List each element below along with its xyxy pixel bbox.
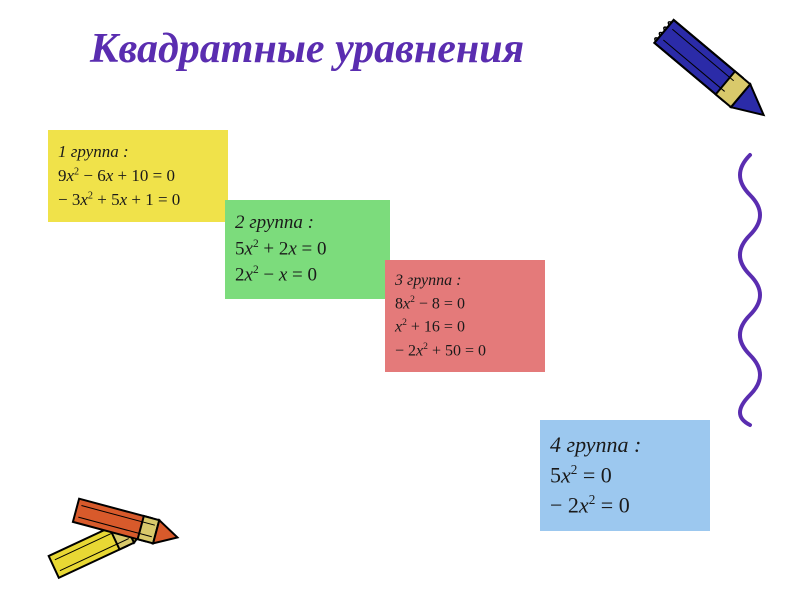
group-box-1: 1 группа : 9x2 − 6x + 10 = 0 − 3x2 + 5x … — [48, 130, 228, 222]
crayon-top-icon — [620, 0, 800, 140]
group-box-3: 3 группа : 8x2 − 8 = 0 x2 + 16 = 0 − 2x2… — [385, 260, 545, 372]
group-4-eq-1: 5x2 = 0 — [550, 462, 700, 488]
group-box-4: 4 группа : 5x2 = 0 − 2x2 = 0 — [540, 420, 710, 531]
group-3-eq-2: x2 + 16 = 0 — [395, 317, 535, 336]
group-3-label: 3 группа : — [395, 272, 535, 290]
group-2-label: 2 группа : — [235, 212, 380, 234]
group-3-eq-3: − 2x2 + 50 = 0 — [395, 341, 535, 360]
group-2-eq-1: 5x2 + 2x = 0 — [235, 238, 380, 260]
crayons-bottom-icon — [30, 460, 210, 600]
group-1-label: 1 группа : — [58, 142, 218, 162]
squiggle-icon — [720, 150, 780, 430]
page-title: Квадратные уравнения — [90, 25, 524, 73]
group-1-eq-2: − 3x2 + 5x + 1 = 0 — [58, 190, 218, 210]
group-box-2: 2 группа : 5x2 + 2x = 0 2x2 − x = 0 — [225, 200, 390, 299]
group-1-eq-1: 9x2 − 6x + 10 = 0 — [58, 166, 218, 186]
group-3-eq-1: 8x2 − 8 = 0 — [395, 294, 535, 313]
group-4-eq-2: − 2x2 = 0 — [550, 492, 700, 518]
group-4-label: 4 группа : — [550, 432, 700, 458]
group-2-eq-2: 2x2 − x = 0 — [235, 264, 380, 286]
